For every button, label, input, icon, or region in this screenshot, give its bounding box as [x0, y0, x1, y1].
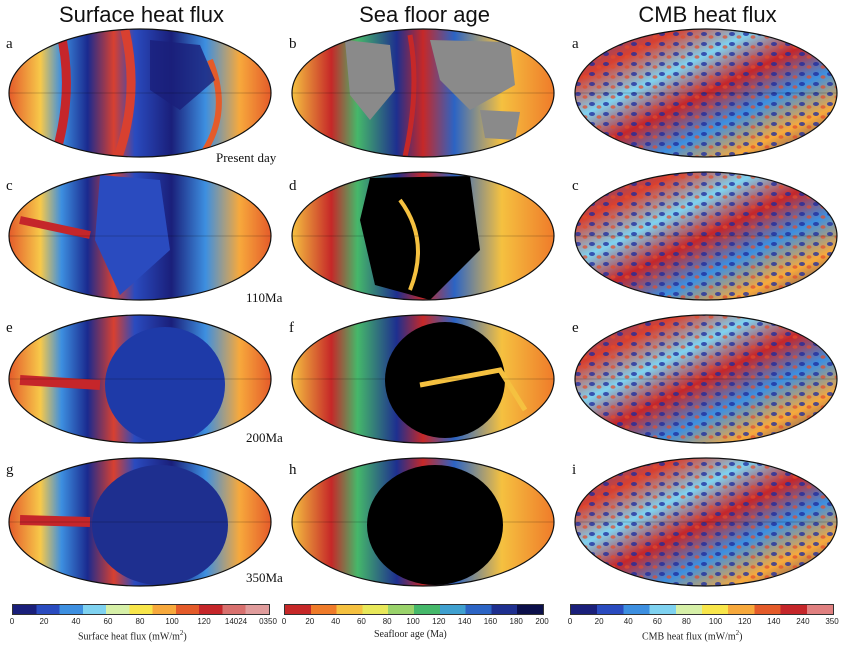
colorbar-tick-label: 60 — [103, 617, 113, 626]
panel-label-row2-col3: c — [572, 178, 579, 194]
colorbar-tick-label: 0 — [281, 617, 287, 626]
colorbar-tick-label: 140 — [457, 617, 472, 626]
colorbar-tick-label: 80 — [135, 617, 145, 626]
colorbar-surface-heat-flux — [12, 604, 270, 615]
colorbar-tick-label: 100 — [406, 617, 420, 626]
colorbar-tick-label: 40 — [623, 617, 633, 626]
colorbar-tick-label: 0 — [9, 617, 15, 626]
colorbar-tick-label: 0350 — [259, 617, 277, 626]
colorbar-tick-label: 120 — [197, 617, 211, 626]
colorbar-tick-label: 40 — [331, 617, 341, 626]
graticule — [9, 92, 837, 523]
colorbar-tick-label: 100 — [165, 617, 179, 626]
colorbar-tick-label: 180 — [509, 617, 523, 626]
time-label-110ma: 110Ma — [246, 290, 283, 305]
panel-label-row1-col2: b — [289, 36, 297, 52]
panel-label-row4-col2: h — [289, 462, 297, 478]
panel-label-row3-col2: f — [289, 320, 294, 336]
colorbar-tick-label: 350 — [825, 617, 839, 626]
colorbar-tick-label: 80 — [382, 617, 392, 626]
colorbar-tick-label: 40 — [71, 617, 81, 626]
colorbar-tick-label: 20 — [39, 617, 49, 626]
colorbar-tick-label: 60 — [652, 617, 662, 626]
colorbar-tick-label: 200 — [535, 617, 549, 626]
time-label-present-day: Present day — [216, 150, 277, 165]
panel-label-row3-col3: e — [572, 320, 579, 336]
colorbar-seafloor-age — [284, 604, 544, 615]
column-title-sea-floor-age: Sea floor age — [359, 2, 490, 27]
panel-label-row4-col1: g — [6, 462, 14, 478]
time-label-350ma: 350Ma — [246, 570, 283, 585]
panel-label-row4-col3: i — [572, 462, 577, 478]
colorbar-tick-label: 140 — [767, 617, 781, 626]
colorbar-tick-label: 120 — [737, 617, 752, 626]
colorbar-tick-label: 240 — [796, 617, 810, 626]
colorbar-tick-label: 14024 — [224, 617, 248, 626]
panel-label-row3-col1: e — [6, 320, 13, 336]
colorbar-cmb-heat-flux — [570, 604, 834, 615]
colorbar-tick-label: 80 — [681, 617, 691, 626]
colorbar-tick-label: 20 — [305, 617, 315, 626]
panel-label-row1-col1: a — [6, 36, 13, 52]
colorbar-tick-label: 60 — [356, 617, 366, 626]
colorbar-label-seafloor: Seafloor age (Ma) — [374, 629, 447, 640]
colorbar-tick-label: 120 — [432, 617, 446, 626]
column-title-cmb-heat-flux: CMB heat flux — [638, 2, 777, 27]
panel-label-row1-col3: a — [572, 36, 579, 52]
colorbar-label-surface: Surface heat flux (mW/m2) — [78, 629, 187, 643]
colorbar-tick-label: 100 — [708, 617, 723, 626]
colorbar-label-cmb: CMB heat flux (mW/m2) — [642, 629, 743, 643]
colorbar-tick-label: 160 — [483, 617, 498, 626]
panel-label-row2-col2: d — [289, 178, 297, 194]
colorbar-tick-label: 20 — [594, 617, 604, 626]
colorbar-tick-label: 0 — [567, 617, 573, 626]
panel-label-row2-col1: c — [6, 178, 13, 194]
column-title-surface-heat-flux: Surface heat flux — [58, 2, 225, 27]
time-label-200ma: 200Ma — [246, 430, 283, 445]
